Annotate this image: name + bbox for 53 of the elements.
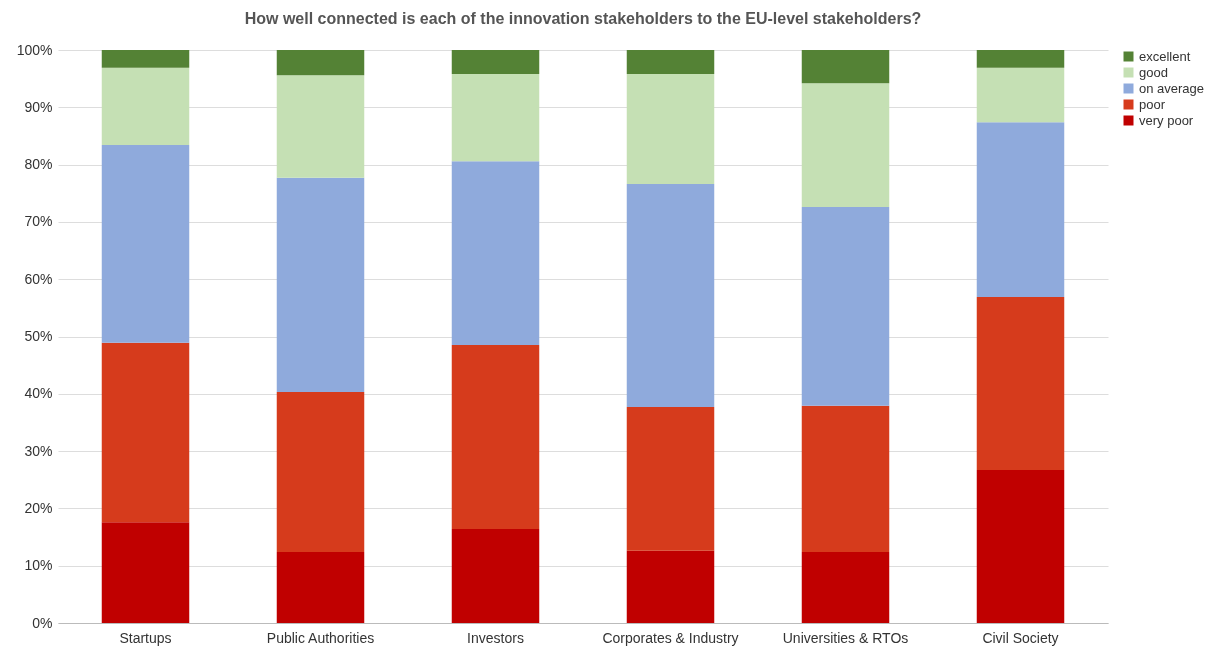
- bar: [451, 50, 540, 75]
- legend-label: poor: [1139, 96, 1166, 112]
- x-tick-label: Startups: [119, 629, 172, 646]
- x-tick-label: Corporates & Industry: [602, 629, 739, 646]
- bar: [801, 551, 890, 623]
- bar: [101, 67, 190, 146]
- bar: [801, 405, 890, 552]
- x-tick-label: Civil Society: [982, 629, 1059, 646]
- bar: [101, 145, 190, 343]
- y-tick-label: 50%: [24, 328, 53, 344]
- y-tick-label: 80%: [24, 156, 53, 173]
- bar: [451, 345, 540, 530]
- bar: [976, 296, 1065, 471]
- y-tick-label: 30%: [24, 442, 53, 459]
- bar: [626, 74, 715, 185]
- y-tick-label: 100%: [16, 41, 53, 58]
- bar: [276, 75, 365, 178]
- bar: [626, 406, 715, 551]
- bar: [276, 551, 365, 623]
- y-tick-label: 70%: [24, 213, 53, 230]
- bar: [451, 529, 540, 623]
- bar: [101, 522, 190, 623]
- bar: [626, 184, 715, 407]
- legend-label: on average: [1139, 80, 1205, 96]
- bar: [976, 470, 1065, 623]
- x-tick-label: Investors: [467, 629, 524, 646]
- bar: [976, 50, 1065, 68]
- bar: [626, 50, 715, 75]
- bar: [451, 161, 540, 346]
- legend-label: very poor: [1139, 112, 1194, 128]
- legend-label: excellent: [1139, 48, 1191, 64]
- y-tick-label: 0%: [32, 614, 53, 631]
- bar: [276, 392, 365, 552]
- bar: [276, 50, 365, 76]
- bar: [976, 122, 1065, 297]
- y-tick-label: 90%: [24, 98, 53, 115]
- bar: [101, 50, 190, 68]
- y-tick-label: 60%: [24, 270, 53, 287]
- bar: [801, 83, 890, 207]
- bar: [276, 177, 365, 393]
- bar: [976, 67, 1065, 123]
- bar: [451, 74, 540, 162]
- legend-label: good: [1139, 64, 1168, 80]
- bar: [626, 550, 715, 623]
- bar: [801, 207, 890, 406]
- chart-title: How well connected is each of the innovation stakeholders to the EU-level stakeholders?: [244, 10, 922, 27]
- y-tick-label: 40%: [24, 385, 53, 402]
- bar: [801, 50, 890, 84]
- x-tick-label: Universities & RTOs: [782, 629, 909, 646]
- y-tick-label: 10%: [24, 557, 53, 574]
- x-tick-label: Public Authorities: [266, 629, 375, 646]
- y-tick-label: 20%: [24, 499, 53, 516]
- bar: [101, 342, 190, 523]
